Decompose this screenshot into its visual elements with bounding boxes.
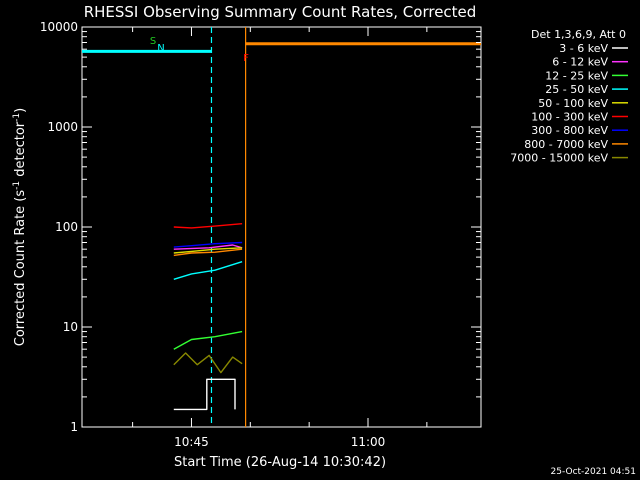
state-marker-s: S xyxy=(150,36,156,47)
legend-label: 25 - 50 keV xyxy=(545,83,608,96)
state-indicators xyxy=(82,27,481,427)
y-axis-label: Corrected Count Rate (s-1 detector-1) xyxy=(12,108,28,346)
series-line-2 xyxy=(542,210,640,337)
legend-label: 100 - 300 keV xyxy=(531,111,608,124)
y-tick-label: 1 xyxy=(70,420,78,434)
state-markers: SN F xyxy=(150,36,249,64)
series-lines xyxy=(173,209,640,411)
legend-label: 800 - 7000 keV xyxy=(524,138,608,151)
y-axis-label-end: ) xyxy=(13,108,28,113)
series-line-5 xyxy=(542,209,640,230)
series-line-1 xyxy=(173,244,243,250)
legend-label: 3 - 6 keV xyxy=(559,42,608,55)
legend-label: 7000 - 15000 keV xyxy=(510,152,608,165)
y-axis: 1 10 100 1000 10000 xyxy=(40,20,481,434)
series-line-3 xyxy=(542,257,640,284)
series-line-4 xyxy=(542,237,640,262)
y-axis-label-sup2: -1 xyxy=(12,113,22,122)
legend-label: 50 - 100 keV xyxy=(538,97,608,110)
x-axis-label: Start Time (26-Aug-14 10:30:42) xyxy=(174,455,386,470)
chart-title: RHESSI Observing Summary Count Rates, Co… xyxy=(84,3,477,21)
state-marker-n: N xyxy=(157,43,164,54)
series-line-5 xyxy=(173,223,243,229)
series-line-8 xyxy=(173,352,243,374)
x-tick-label: 10:45 xyxy=(174,435,209,449)
y-tick-label: 100 xyxy=(55,220,78,234)
y-axis-label-main: Corrected Count Rate (s xyxy=(13,190,28,347)
plot-frame xyxy=(81,26,482,428)
plot-area: SN F xyxy=(81,26,640,428)
series-line-6 xyxy=(542,218,640,247)
y-axis-label-mid: detector xyxy=(13,121,28,181)
x-axis: 10:45 11:00 xyxy=(132,27,428,449)
series-line-2 xyxy=(173,330,243,350)
y-axis-label-sup1: -1 xyxy=(12,181,22,190)
legend-label: 12 - 25 keV xyxy=(545,69,608,82)
state-marker-f: F xyxy=(243,53,249,64)
y-tick-label: 10000 xyxy=(40,20,78,34)
series-line-6 xyxy=(173,241,243,248)
legend-header: Det 1,3,6,9, Att 0 xyxy=(531,28,626,41)
series-line-7 xyxy=(542,242,640,265)
legend-label: 300 - 800 keV xyxy=(531,124,608,137)
legend-label: 6 - 12 keV xyxy=(552,56,608,69)
y-tick-label: 1000 xyxy=(47,120,78,134)
series-line-3 xyxy=(173,261,243,280)
series-line-4 xyxy=(173,247,243,254)
series-line-7 xyxy=(173,248,243,257)
x-tick-label: 11:00 xyxy=(351,435,386,449)
series-line-0 xyxy=(173,378,236,411)
y-tick-label: 10 xyxy=(63,320,78,334)
footer-date: 25-Oct-2021 04:51 xyxy=(551,467,636,477)
series-line-8 xyxy=(542,346,640,410)
